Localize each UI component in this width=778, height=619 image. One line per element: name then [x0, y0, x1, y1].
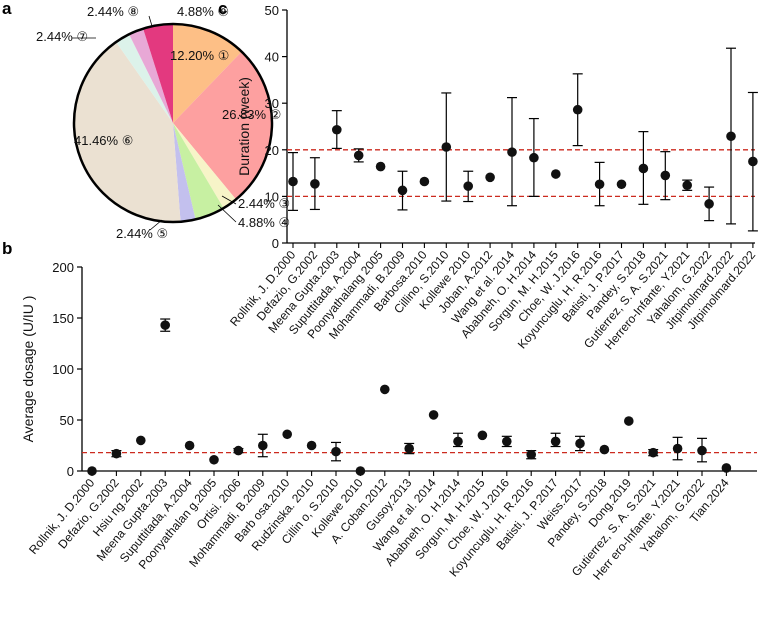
data-point [624, 416, 634, 426]
data-point [572, 104, 583, 115]
data-point [404, 443, 415, 454]
data-point [594, 179, 605, 190]
data-point [575, 438, 585, 449]
pie-slice-9 [143, 24, 173, 123]
panel-label-c: c [218, 0, 227, 18]
data-point [136, 435, 146, 446]
data-point [375, 161, 386, 172]
y-tick-label: 40 [265, 50, 279, 65]
data-point [648, 447, 658, 458]
data-point [463, 181, 474, 191]
pie-leader-line [217, 204, 237, 223]
data-point [441, 142, 452, 152]
data-point [599, 444, 610, 455]
data-point [353, 150, 364, 161]
data-point [160, 320, 170, 330]
data-point [485, 172, 495, 183]
data-point [502, 436, 512, 447]
y-tick-label: 50 [265, 3, 279, 18]
pie-label-8: 2.44% ⑧ [87, 4, 139, 19]
y-tick-label: 0 [67, 464, 74, 479]
y-tick-label: 30 [265, 96, 279, 111]
data-point [397, 185, 408, 196]
data-point [209, 454, 219, 465]
pie-slice-7 [116, 34, 173, 123]
pie-slice-4 [173, 123, 224, 220]
pie-slice-6 [74, 42, 181, 222]
y-axis-label: Duration (week) [236, 77, 252, 176]
data-point [332, 124, 342, 135]
y-tick-label: 50 [60, 413, 74, 428]
data-point [258, 440, 268, 451]
pie-slice-5 [173, 123, 196, 222]
data-point [507, 147, 517, 157]
y-tick-label: 10 [265, 189, 279, 204]
data-point [660, 170, 671, 181]
pie-leader-line [221, 195, 237, 205]
pie-label-9: 4.88% ⑨ [177, 4, 229, 19]
data-point [697, 445, 707, 456]
data-point [87, 466, 97, 476]
data-point [704, 199, 714, 209]
y-tick-label: 150 [52, 311, 74, 326]
data-point [306, 440, 317, 451]
y-tick-label: 20 [265, 143, 279, 158]
data-point [428, 410, 439, 420]
data-point [331, 446, 341, 457]
y-tick-label: 200 [52, 260, 74, 275]
pie-slice-1 [173, 24, 242, 123]
y-tick-label: 100 [52, 362, 74, 377]
data-point [111, 448, 122, 459]
pie-slice-2 [173, 51, 273, 200]
data-point [233, 445, 244, 456]
pie-label-7: 2.44% ⑦ [36, 29, 88, 44]
data-point [310, 179, 320, 189]
pie-label-5: 2.44% ⑤ [116, 226, 168, 241]
pie-label-2: 26.83% ② [222, 107, 281, 122]
data-point [184, 440, 195, 451]
data-point [551, 169, 561, 179]
data-point [616, 179, 627, 190]
data-point [288, 176, 298, 187]
pie-slice-3 [173, 123, 236, 209]
pie-chart: 12.20% ① 26.83% ② 2.44% ③ 4.88% ④ 2.44% ⑤ 41.… [36, 4, 290, 241]
data-point [419, 176, 430, 187]
data-point [526, 449, 536, 460]
data-point [721, 463, 732, 473]
data-point [477, 430, 488, 441]
panel-label-a: a [2, 0, 12, 18]
data-point [638, 163, 649, 174]
y-tick-label: 0 [272, 236, 279, 251]
data-point [355, 466, 366, 476]
data-point [453, 436, 463, 447]
data-point [682, 180, 692, 191]
data-point [726, 131, 736, 142]
pie-leader-line [148, 15, 153, 27]
pie-label-4: 4.88% ④ [238, 215, 290, 230]
data-point [748, 156, 758, 167]
data-point [380, 384, 390, 395]
data-point [282, 429, 293, 440]
pie-label-1: 12.20% ① [170, 48, 229, 63]
pie-slice-8 [129, 28, 173, 123]
data-point [550, 436, 561, 447]
pie-leader-line [149, 219, 163, 231]
data-point [529, 152, 539, 163]
panel-label-b: b [2, 239, 12, 258]
data-point [672, 443, 683, 454]
y-axis-label: Average dosage (U/IU ) [20, 296, 36, 443]
pie-label-6: 41.46% ⑥ [74, 133, 133, 148]
pie-label-3: 2.44% ③ [238, 196, 290, 211]
pie-outline [72, 22, 274, 224]
